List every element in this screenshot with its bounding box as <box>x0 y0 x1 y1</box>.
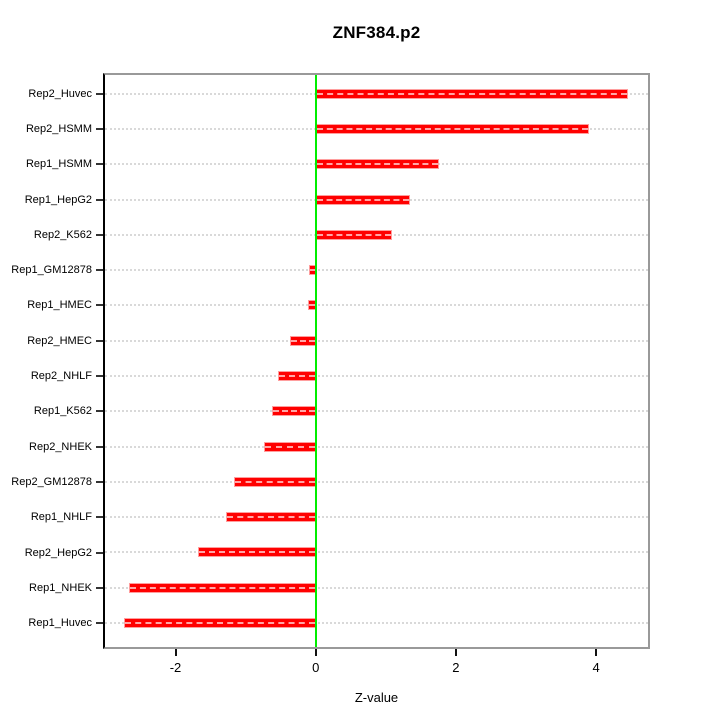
grid-line <box>105 551 648 554</box>
y-axis-label-Rep2_K562: Rep2_K562 <box>33 228 92 241</box>
x-axis-tick-label: 0 <box>312 660 320 675</box>
bar-Rep2_HepG2 <box>197 547 316 558</box>
bar-Rep2_K562 <box>315 229 393 240</box>
x-axis-tick <box>174 649 177 656</box>
y-axis-label-Rep1_K562: Rep1_K562 <box>33 405 92 418</box>
y-axis-tick <box>96 410 103 413</box>
bar-Rep1_NHLF <box>226 512 316 523</box>
y-axis-label-Rep1_NHLF: Rep1_NHLF <box>30 511 92 524</box>
grid-line <box>105 586 648 589</box>
y-axis-label-Rep2_HMEC: Rep2_HMEC <box>27 334 92 347</box>
y-axis-tick <box>96 445 103 448</box>
bar-grid-overlay <box>316 92 628 95</box>
y-axis-tick <box>96 375 103 377</box>
y-axis-label-Rep1_HMEC: Rep1_HMEC <box>27 299 92 312</box>
y-axis-label-Rep2_GM12878: Rep2_GM12878 <box>11 475 92 488</box>
y-axis-tick <box>96 304 103 307</box>
bar-grid-overlay <box>129 586 315 589</box>
bar-grid-overlay <box>316 163 439 166</box>
bar-grid-overlay <box>310 269 315 272</box>
y-axis-tick <box>96 622 103 625</box>
grid-line <box>105 480 648 483</box>
y-axis-label-Rep2_HSMM: Rep2_HSMM <box>25 123 92 135</box>
bar-grid-overlay <box>316 198 409 201</box>
bar-Rep2_NHEK <box>263 441 316 452</box>
bar-Rep2_Huvec <box>315 88 629 99</box>
y-axis-tick <box>96 128 103 130</box>
chart-title: ZNF384.p2 <box>332 23 421 42</box>
bar-Rep2_HMEC <box>289 335 316 346</box>
bar-Rep1_HepG2 <box>315 194 410 205</box>
bar-grid-overlay <box>124 622 315 625</box>
y-axis-label-Rep2_Huvec: Rep2_Huvec <box>28 87 92 100</box>
y-axis-label-Rep1_HSMM: Rep1_HSMM <box>25 158 92 171</box>
bar-grid-overlay <box>278 375 315 378</box>
x-axis-tick-label: 4 <box>592 660 600 675</box>
bar-grid-overlay <box>316 127 589 130</box>
bar-grid-overlay <box>227 516 315 519</box>
x-axis-title: Z-value <box>354 690 399 705</box>
y-axis-label-Rep1_NHEK: Rep1_NHEK <box>29 581 92 594</box>
bar-grid-overlay <box>316 233 392 236</box>
grid-line <box>105 375 648 378</box>
y-axis-tick <box>96 233 103 236</box>
grid-line <box>105 304 648 307</box>
x-axis-tick-label: -2 <box>169 660 182 675</box>
grid-line <box>105 622 648 625</box>
y-axis-label-Rep2_HepG2: Rep2_HepG2 <box>24 546 92 559</box>
bar-Rep2_NHLF <box>277 371 316 382</box>
y-axis-label-Rep2_NHEK: Rep2_NHEK <box>29 440 92 453</box>
x-axis-tick <box>314 649 317 656</box>
x-axis-tick <box>595 649 598 656</box>
bar-Rep1_Huvec <box>123 618 316 629</box>
bar-Rep2_HSMM <box>315 123 590 134</box>
x-axis-tick-label: 2 <box>452 660 460 675</box>
bar-grid-overlay <box>234 480 315 483</box>
bar-grid-overlay <box>309 304 315 307</box>
bar-grid-overlay <box>272 410 315 413</box>
y-axis-label-Rep1_HepG2: Rep1_HepG2 <box>24 193 92 206</box>
grid-line <box>105 516 648 519</box>
y-axis-tick <box>96 92 103 95</box>
y-axis-tick <box>96 269 103 272</box>
y-axis-tick <box>96 480 103 483</box>
x-axis-tick <box>454 649 457 656</box>
grid-line <box>105 269 648 272</box>
bar-Rep1_HSMM <box>315 159 440 170</box>
bar-grid-overlay <box>290 339 315 342</box>
y-axis-label-Rep1_Huvec: Rep1_Huvec <box>28 617 92 630</box>
y-axis-tick <box>96 163 103 166</box>
grid-line <box>105 410 648 413</box>
bar-grid-overlay <box>198 551 315 554</box>
y-axis-tick <box>96 339 103 342</box>
y-axis-tick <box>96 551 103 554</box>
bar-grid-overlay <box>264 445 315 448</box>
y-axis-label-Rep2_NHLF: Rep2_NHLF <box>30 370 92 382</box>
zero-reference-line <box>314 75 317 647</box>
grid-line <box>105 445 648 448</box>
y-axis-label-Rep1_GM12878: Rep1_GM12878 <box>11 264 92 277</box>
y-axis-tick <box>96 198 103 201</box>
y-axis-tick <box>96 586 103 589</box>
bar-Rep2_GM12878 <box>233 476 316 487</box>
bar-Rep1_NHEK <box>128 582 316 593</box>
y-axis-tick <box>96 516 103 519</box>
grid-line <box>105 339 648 342</box>
plot-area <box>103 73 650 649</box>
bar-Rep1_K562 <box>271 406 316 417</box>
